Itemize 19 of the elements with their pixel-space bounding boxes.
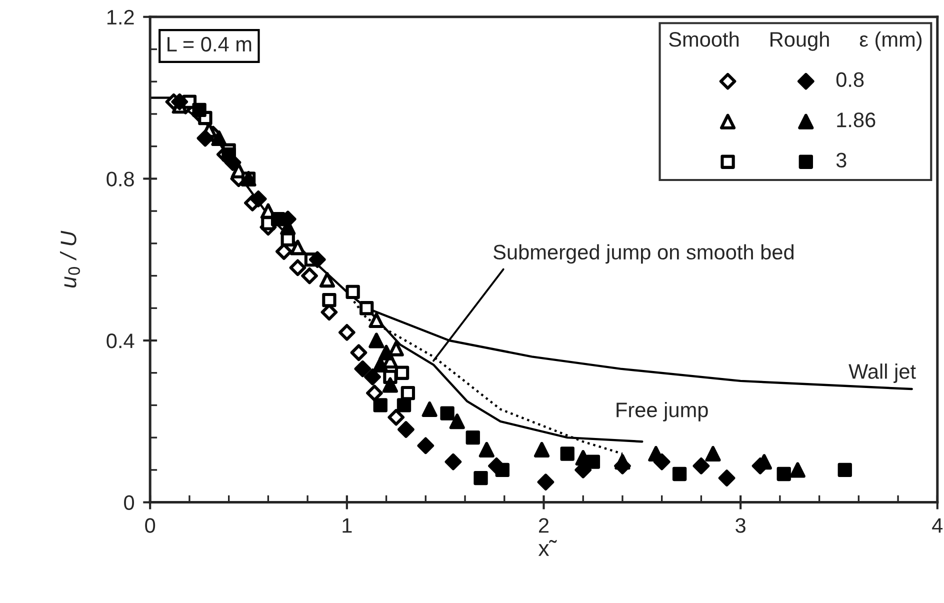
y-tick-label: 1.2 [107, 10, 134, 24]
annotation: Free jump [616, 402, 708, 422]
x-tick-label: 0 [145, 518, 156, 533]
y-tick-label: 0 [124, 495, 134, 510]
annotation: Wall jet [848, 364, 916, 383]
x-tick-label: 2 [539, 518, 548, 533]
annotation: L = 0.4 m [168, 36, 252, 52]
legend-title: Smooth Rough ε (mm) [669, 31, 922, 51]
legend-label: 3 [836, 152, 846, 168]
y-tick-label: 0.8 [106, 172, 134, 186]
x-tick-label: 3 [736, 518, 746, 533]
y-axis-title: u$_{0}$ / U [60, 230, 80, 288]
legend-label: 0.8 [836, 72, 864, 88]
x-tick-label: 4 [932, 518, 943, 533]
x-axis-title: x̃ [538, 540, 557, 556]
annotation: Submerged jump on smooth bed [494, 244, 794, 264]
x-tick-label: 1 [342, 518, 352, 533]
legend-label: 1.86 [837, 112, 876, 128]
y-tick-label: 0.4 [106, 333, 134, 348]
